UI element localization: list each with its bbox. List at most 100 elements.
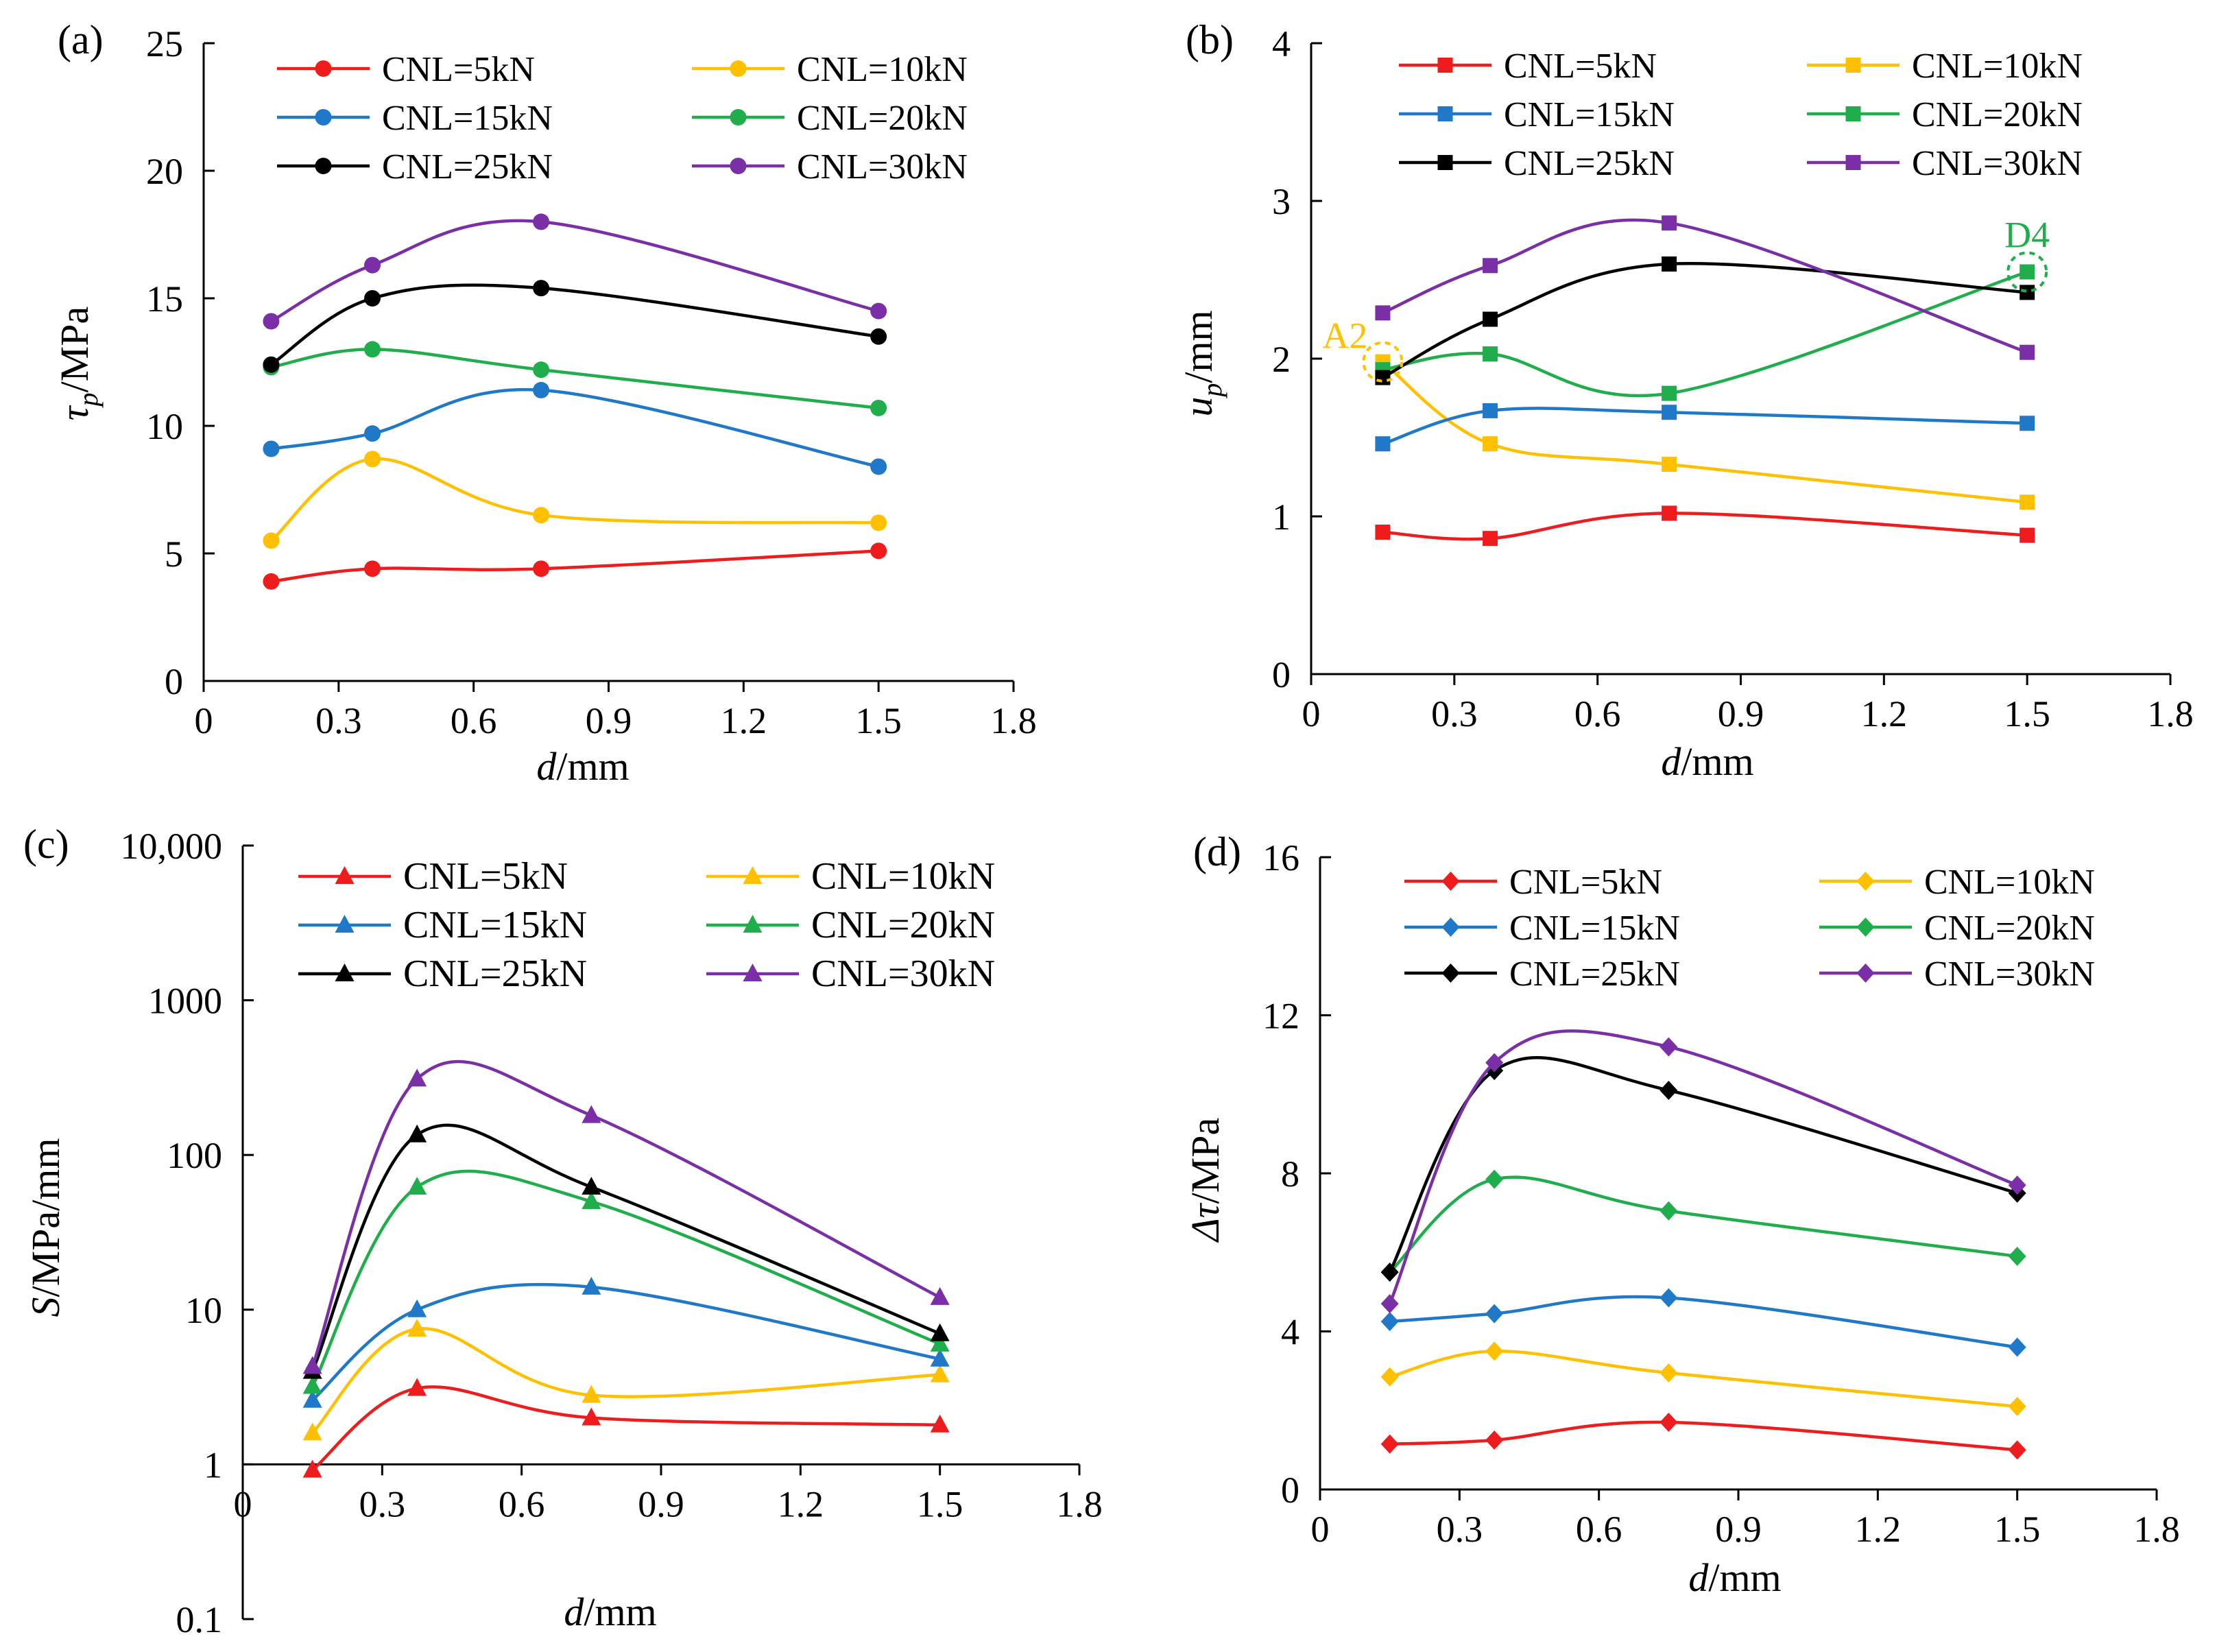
y-tick-label: 0 (165, 661, 183, 702)
y-axis-title-unit: /MPa/mm (23, 1138, 68, 1297)
legend-entry-CNL=20kN: CNL=20kN (1807, 95, 2083, 134)
series-line-CNL=5kN (1382, 512, 2028, 541)
legend-marker (1437, 155, 1453, 170)
y-axis-title-italic: S (23, 1297, 68, 1317)
series-line-CNL=20kN (271, 348, 879, 410)
y-tick-label: 1 (204, 1444, 222, 1485)
legend-label: CNL=20kN (811, 904, 995, 946)
data-point-CNL=5kN-3 (870, 542, 887, 560)
legend-entry-CNL=5kN: CNL=5kN (277, 50, 535, 89)
legend-marker (1856, 872, 1875, 891)
data-point-CNL=10kN-3 (870, 514, 887, 531)
y-tick-label: 4 (1272, 23, 1291, 64)
x-tick-label: 0.3 (359, 1483, 406, 1524)
data-point-CNL=30kN-1 (1485, 1053, 1504, 1073)
data-point-CNL=15kN-0 (263, 440, 280, 457)
legend-label: CNL=5kN (1509, 863, 1662, 902)
data-point-CNL=25kN-0 (1375, 370, 1391, 385)
x-tick-label: 0.6 (451, 700, 497, 741)
data-point-CNL=10kN-1 (407, 1318, 427, 1337)
legend-entry-CNL=25kN: CNL=25kN (277, 147, 553, 187)
legend-entry-CNL=20kN: CNL=20kN (706, 904, 995, 946)
panel-label: (d) (1193, 829, 1241, 874)
legend-marker (335, 866, 355, 884)
legend-marker (315, 158, 332, 174)
legend-entry-CNL=25kN: CNL=25kN (1399, 144, 1675, 183)
data-point-CNL=10kN-1 (1485, 1341, 1504, 1361)
series-line-CNL=25kN (270, 283, 879, 366)
legend-entry-CNL=15kN: CNL=15kN (277, 99, 553, 138)
data-point-CNL=15kN-1 (364, 425, 381, 442)
legend-label: CNL=10kN (811, 855, 995, 898)
data-point-CNL=20kN-0 (302, 1376, 322, 1394)
y-tick-label: 1 (1272, 496, 1291, 538)
legend-label: CNL=20kN (797, 99, 968, 138)
legend-entry-CNL=5kN: CNL=5kN (298, 855, 568, 898)
y-tick-label: 0 (1281, 1470, 1299, 1511)
legend-label: CNL=25kN (403, 953, 587, 995)
panel-label: (b) (1186, 17, 1234, 62)
legend-entry-CNL=10kN: CNL=10kN (692, 50, 968, 89)
x-tick-label: 0.9 (586, 700, 632, 741)
y-axis-title-unit: /mm (1176, 310, 1221, 383)
data-point-CNL=10kN-1 (1483, 436, 1498, 452)
data-point-CNL=20kN-2 (1662, 385, 1677, 401)
data-point-CNL=5kN-2 (582, 1407, 601, 1426)
x-tick-label: 1.2 (778, 1483, 824, 1524)
x-axis-title: d/mm (1661, 739, 1753, 784)
data-point-CNL=15kN-0 (302, 1389, 322, 1408)
y-axis-title-italic: τ (52, 405, 97, 420)
data-point-CNL=30kN-0 (302, 1356, 322, 1374)
y-tick-label: 100 (167, 1135, 222, 1176)
data-point-CNL=15kN-1 (407, 1299, 427, 1317)
legend-label: CNL=20kN (1912, 95, 2083, 134)
x-tick-label: 1.5 (1994, 1509, 2041, 1550)
legend-label: CNL=25kN (382, 147, 553, 187)
x-axis-title-unit: /mm (556, 744, 629, 789)
data-point-CNL=25kN-3 (930, 1323, 950, 1341)
series-line-CNL=30kN (311, 1060, 941, 1367)
data-point-CNL=5kN-3 (2008, 1440, 2026, 1460)
data-point-CNL=20kN-1 (364, 341, 381, 358)
series-line-CNL=20kN (1389, 1175, 2017, 1273)
data-point-CNL=30kN-3 (2008, 1175, 2026, 1195)
y-axis-title-unit: /MPa (52, 307, 97, 393)
data-point-CNL=30kN-3 (930, 1286, 950, 1305)
data-point-CNL=10kN-1 (364, 451, 381, 468)
legend-entry-CNL=25kN: CNL=25kN (298, 953, 587, 995)
y-tick-label: 0.1 (176, 1599, 223, 1640)
data-point-CNL=30kN-0 (1375, 305, 1391, 321)
series-line-CNL=25kN (1382, 262, 2028, 379)
x-tick-label: 1.5 (917, 1483, 963, 1524)
data-point-CNL=15kN-2 (1659, 1288, 1678, 1308)
data-point-CNL=25kN-1 (364, 290, 381, 307)
series-line-CNL=20kN (311, 1169, 941, 1387)
x-tick-label: 0.9 (638, 1483, 684, 1524)
data-point-CNL=10kN-2 (533, 507, 550, 524)
legend-marker (1437, 58, 1453, 73)
x-tick-label: 0.9 (1715, 1509, 1762, 1550)
data-point-CNL=10kN-3 (930, 1364, 950, 1382)
y-axis-title-italic: Δτ (1183, 1202, 1227, 1243)
legend-marker (315, 60, 332, 77)
data-point-CNL=20kN-1 (1483, 346, 1498, 362)
legend-entry-CNL=30kN: CNL=30kN (1807, 144, 2083, 183)
y-axis-title: τp/MPa (52, 307, 104, 420)
x-tick-label: 1.2 (721, 700, 767, 741)
data-point-CNL=30kN-2 (1659, 1037, 1678, 1057)
legend-entry-CNL=15kN: CNL=15kN (1399, 95, 1675, 134)
legend-label: CNL=20kN (1924, 909, 2095, 948)
x-tick-label: 0.3 (315, 700, 362, 741)
chart-panel-d: 0 0.3 0.6 0.9 1.2 1.5 1.8 0 4 8 12 16 (d) d/mm Δτ/MPa C… (1183, 829, 2180, 1600)
legend-entry-CNL=10kN: CNL=10kN (1807, 47, 2083, 86)
legend-marker (1856, 963, 1875, 983)
series-line-CNL=15kN (311, 1282, 941, 1402)
panel-label: (c) (23, 822, 69, 867)
y-tick-label: 1000 (148, 981, 222, 1022)
x-tick-label: 1.2 (1861, 693, 1908, 734)
y-tick-label: 10 (146, 406, 183, 447)
data-point-CNL=10kN-0 (302, 1422, 322, 1441)
x-tick-label: 1.8 (990, 700, 1037, 741)
series-line-CNL=30kN (1382, 218, 2028, 354)
